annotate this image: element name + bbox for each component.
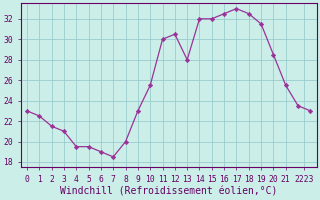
X-axis label: Windchill (Refroidissement éolien,°C): Windchill (Refroidissement éolien,°C) (60, 187, 277, 197)
